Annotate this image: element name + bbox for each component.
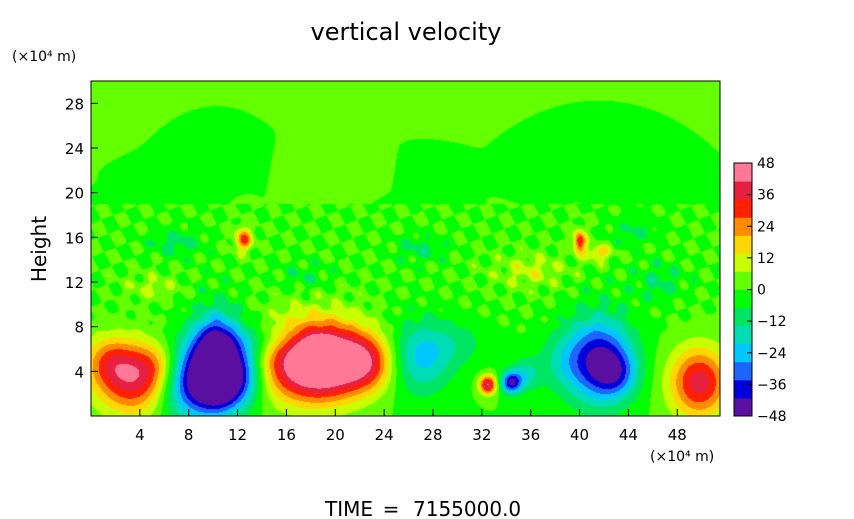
x-tick-label: 32 [472, 426, 491, 444]
colorbar-cell [734, 325, 752, 345]
colorbar-scale [734, 163, 752, 417]
x-tick-label: 48 [668, 426, 687, 444]
x-tick-label: 12 [228, 426, 247, 444]
colorbar-tick-label: 0 [757, 283, 766, 299]
colorbar-tick-label: −48 [757, 409, 787, 425]
y-axis-unit: (×10⁴ m) [12, 49, 76, 65]
y-axis: 4 8 12 16 20 24 28 [65, 95, 98, 381]
time-equals: = [383, 497, 400, 519]
plot-area [90, 80, 721, 417]
y-tick-label: 16 [65, 229, 84, 247]
colorbar-cell [734, 361, 752, 381]
colorbar-tick-label: 12 [757, 251, 775, 267]
y-tick-label: 8 [74, 319, 84, 337]
colorbar: 48 36 24 12 0 −12 −24 −36 −48 [733, 156, 787, 425]
x-tick-label: 40 [570, 426, 589, 444]
x-tick-label: 4 [135, 426, 145, 444]
colorbar-cell [734, 199, 752, 218]
x-axis-unit: (×10⁴ m) [650, 449, 714, 465]
x-tick-label: 36 [521, 426, 540, 444]
colorbar-tick-label: −12 [757, 314, 787, 330]
time-value: 7155000.0 [413, 497, 521, 519]
x-tick-label: 16 [277, 426, 296, 444]
x-tick-label: 8 [184, 426, 194, 444]
time-label: TIME [324, 497, 373, 519]
colorbar-ticks: 48 36 24 12 0 −12 −24 −36 −48 [747, 156, 787, 425]
y-axis-label: Height [27, 216, 51, 282]
y-tick-label: 4 [74, 363, 84, 381]
colorbar-cell [734, 343, 752, 363]
colorbar-cell [734, 271, 752, 290]
x-tick-label: 44 [619, 426, 638, 444]
heatmap-field [91, 81, 720, 416]
colorbar-tick-label: 24 [757, 219, 775, 235]
y-tick-label: 24 [65, 140, 84, 158]
x-axis: 4 8 12 16 20 24 28 32 36 40 44 48 [135, 409, 687, 444]
x-tick-label: 28 [423, 426, 442, 444]
y-tick-label: 12 [65, 274, 84, 292]
colorbar-cell [734, 181, 752, 200]
colorbar-tick-label: 36 [757, 188, 775, 204]
colorbar-tick-label: 48 [757, 156, 775, 172]
x-tick-label: 24 [375, 426, 394, 444]
colorbar-cell [734, 163, 752, 182]
colorbar-cell [734, 397, 752, 417]
colorbar-tick-label: −24 [757, 346, 787, 362]
y-tick-label: 28 [65, 95, 84, 113]
colorbar-cell [734, 217, 752, 236]
colorbar-cell [734, 307, 752, 327]
chart-title: vertical velocity [311, 18, 502, 46]
colorbar-cell [734, 235, 752, 254]
colorbar-cell [734, 379, 752, 399]
time-readout: TIME = 7155000.0 [324, 497, 521, 519]
y-tick-label: 20 [65, 185, 84, 203]
colorbar-tick-label: −36 [757, 377, 787, 393]
colorbar-cell [734, 289, 752, 309]
colorbar-cell [734, 253, 752, 272]
plot-frame [90, 80, 721, 417]
x-tick-label: 20 [326, 426, 345, 444]
